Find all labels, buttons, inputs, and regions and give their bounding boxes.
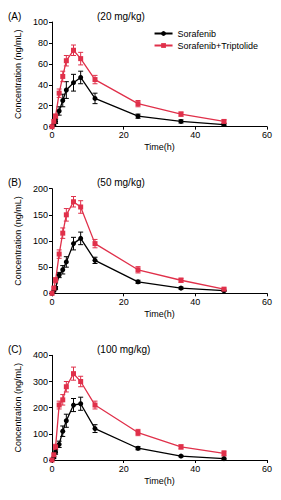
svg-text:40: 40 xyxy=(190,130,200,140)
svg-text:Time(h): Time(h) xyxy=(144,476,175,486)
svg-text:Concentration (ng/mL): Concentration (ng/mL) xyxy=(13,30,23,120)
svg-text:Sorafenib: Sorafenib xyxy=(178,29,217,39)
svg-text:200: 200 xyxy=(33,184,48,194)
svg-text:300: 300 xyxy=(33,377,48,387)
svg-text:80: 80 xyxy=(38,38,48,48)
svg-text:20: 20 xyxy=(119,130,129,140)
svg-text:Time(h): Time(h) xyxy=(144,142,175,152)
svg-text:60: 60 xyxy=(262,297,272,307)
svg-text:0: 0 xyxy=(43,288,48,298)
svg-text:100: 100 xyxy=(33,429,48,439)
svg-text:40: 40 xyxy=(190,464,200,474)
svg-text:(50 mg/kg): (50 mg/kg) xyxy=(97,177,145,188)
svg-text:60: 60 xyxy=(38,59,48,69)
svg-text:0: 0 xyxy=(43,455,48,465)
svg-text:50: 50 xyxy=(38,262,48,272)
svg-text:Time(h): Time(h) xyxy=(144,309,175,319)
svg-text:Concentration (ng/mL): Concentration (ng/mL) xyxy=(13,363,23,453)
svg-text:20: 20 xyxy=(119,464,129,474)
svg-text:(100 mg/kg): (100 mg/kg) xyxy=(97,344,150,355)
svg-text:200: 200 xyxy=(33,403,48,413)
svg-text:Concentration (ng/mL): Concentration (ng/mL) xyxy=(13,196,23,286)
svg-text:400: 400 xyxy=(33,350,48,360)
svg-text:40: 40 xyxy=(190,297,200,307)
svg-text:20: 20 xyxy=(38,101,48,111)
svg-text:(B): (B) xyxy=(8,177,21,188)
svg-text:40: 40 xyxy=(38,80,48,90)
svg-text:0: 0 xyxy=(49,130,54,140)
svg-text:Sorafenib+Triptolide: Sorafenib+Triptolide xyxy=(178,41,258,51)
svg-text:(A): (A) xyxy=(8,11,21,22)
svg-text:100: 100 xyxy=(33,236,48,246)
svg-text:60: 60 xyxy=(262,130,272,140)
svg-text:150: 150 xyxy=(33,210,48,220)
svg-text:60: 60 xyxy=(262,464,272,474)
svg-text:0: 0 xyxy=(43,122,48,132)
svg-text:(C): (C) xyxy=(8,344,22,355)
svg-text:0: 0 xyxy=(49,297,54,307)
svg-text:20: 20 xyxy=(119,297,129,307)
svg-text:100: 100 xyxy=(33,17,48,27)
svg-text:0: 0 xyxy=(49,464,54,474)
svg-text:(20 mg/kg): (20 mg/kg) xyxy=(97,11,145,22)
